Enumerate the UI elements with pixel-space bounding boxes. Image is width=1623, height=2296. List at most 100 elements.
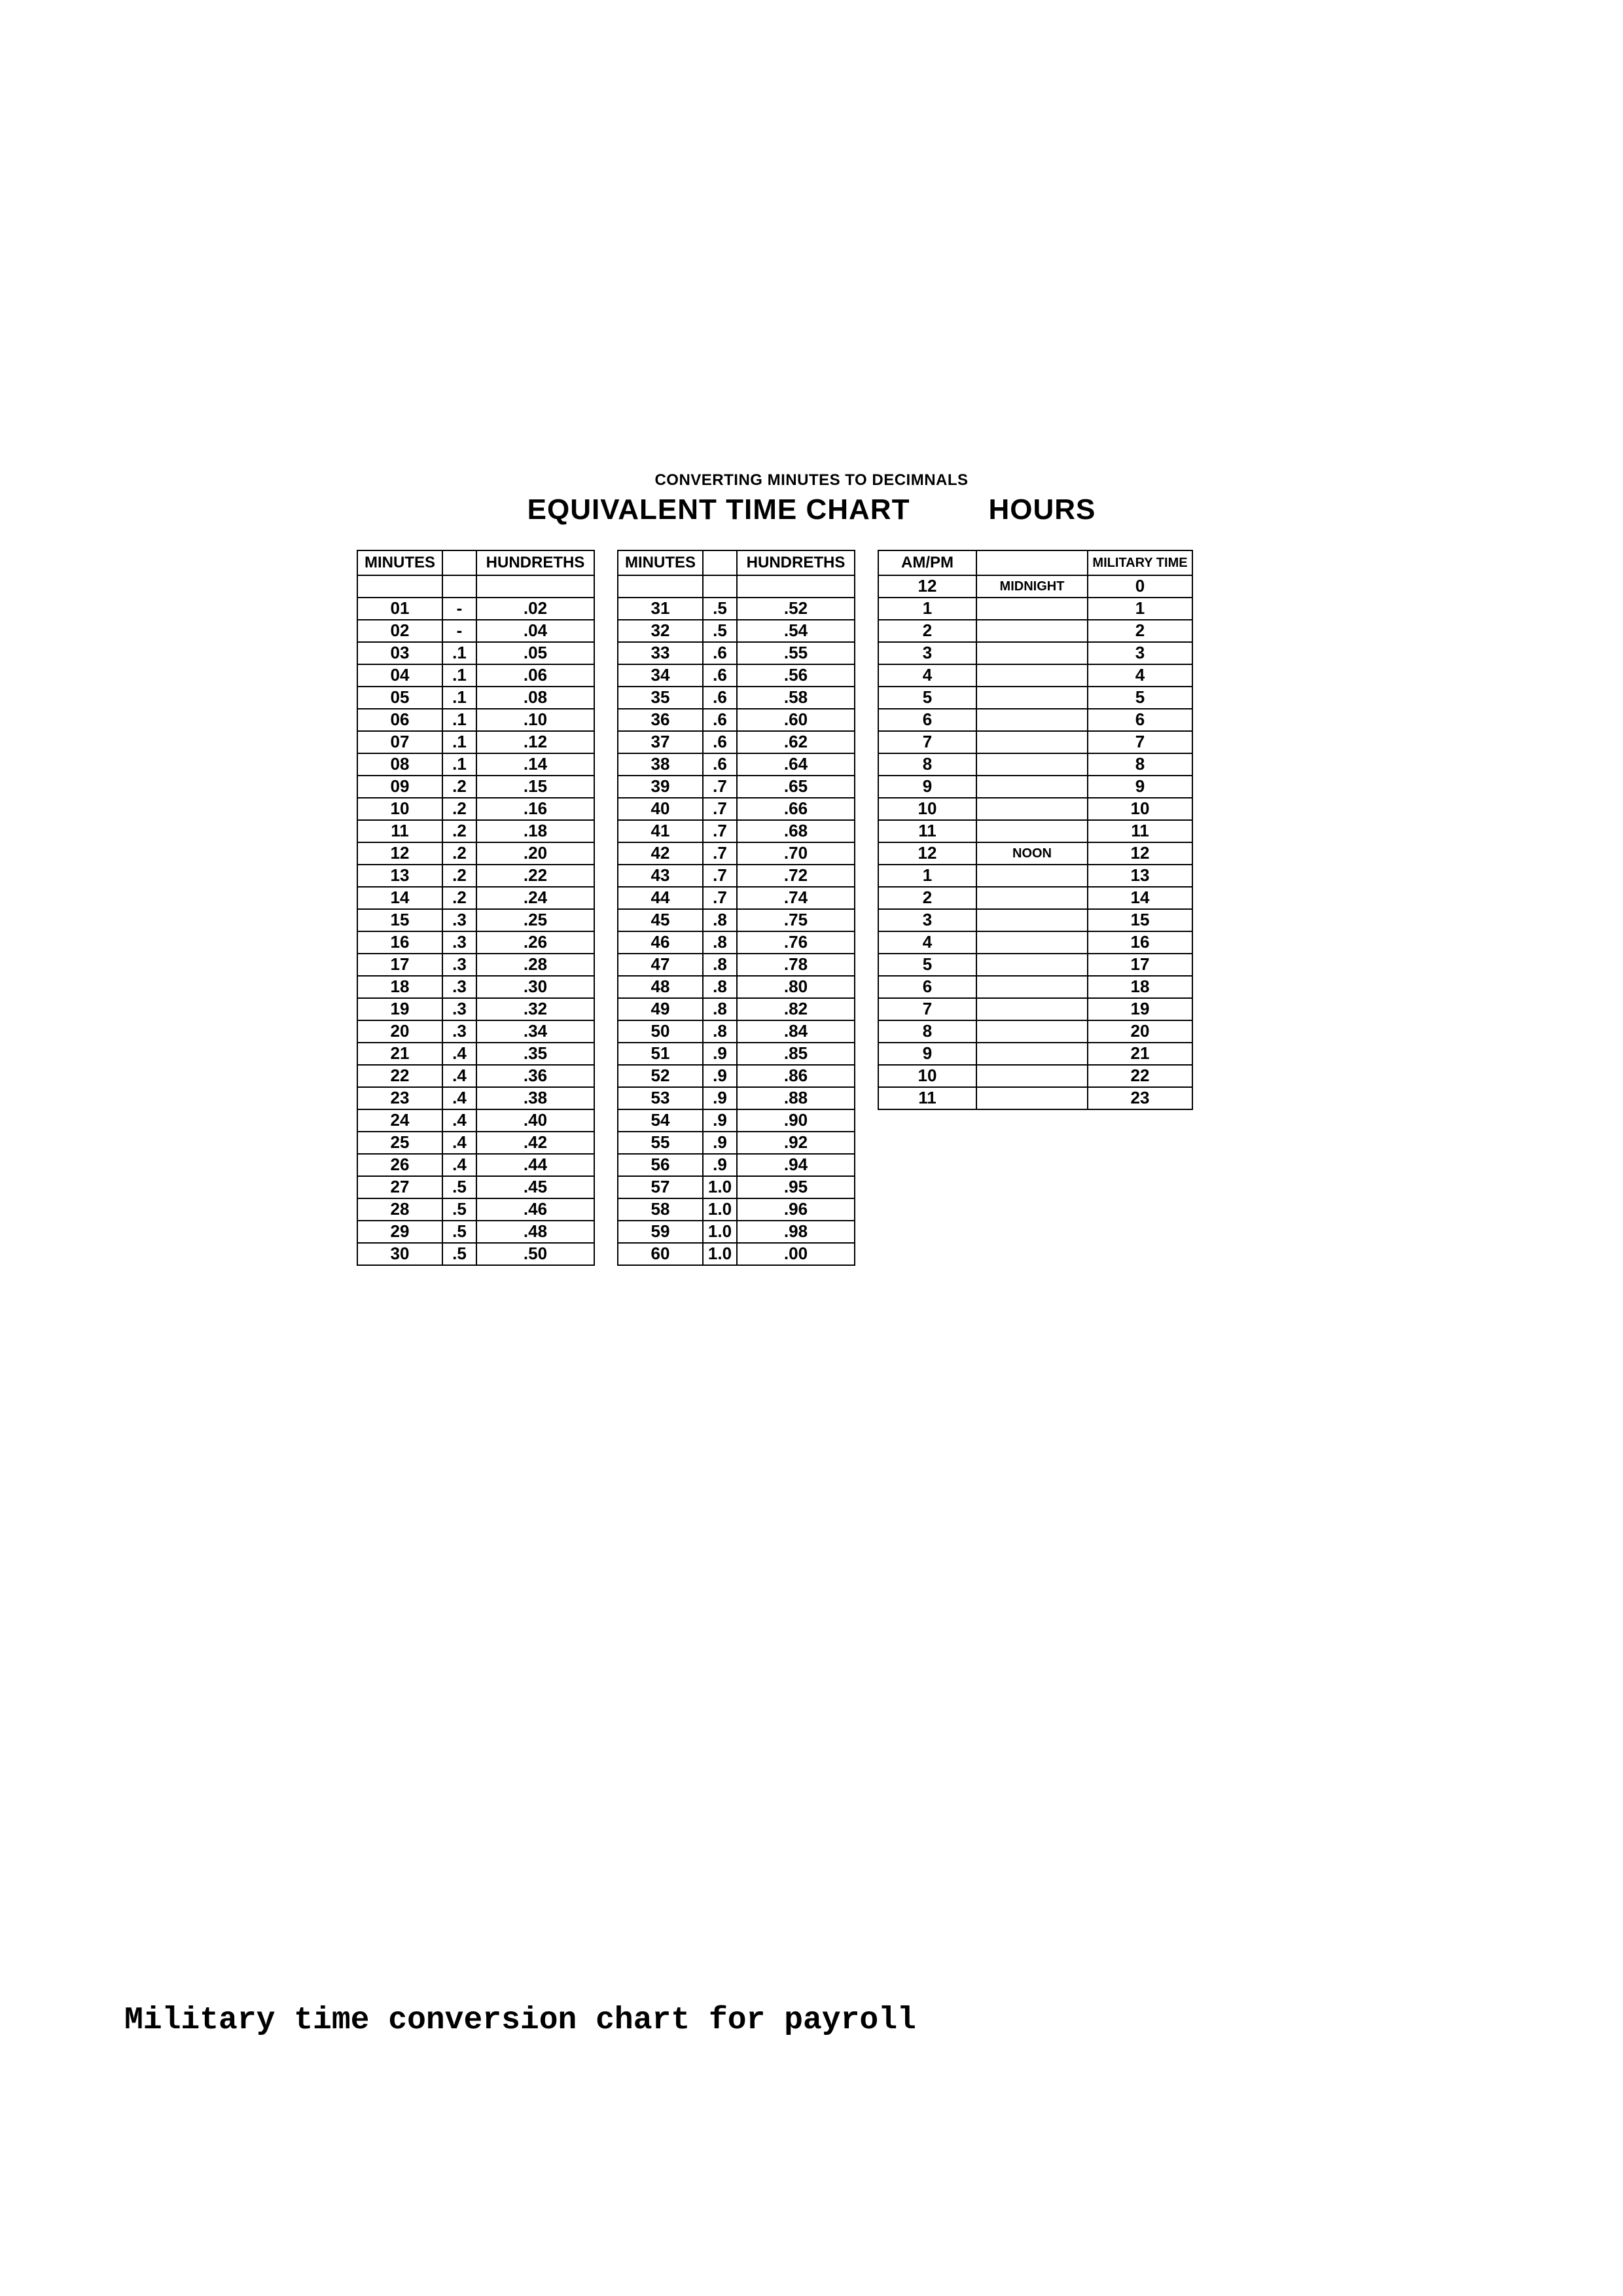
tenth-cell: .6	[703, 687, 737, 709]
tenth-cell: .9	[703, 1132, 737, 1154]
table-row: 214	[878, 887, 1192, 909]
table-row: 39.7.65	[618, 776, 855, 798]
military-cell: 9	[1088, 776, 1192, 798]
table-row: 56.9.94	[618, 1154, 855, 1176]
col-header-hundreths: HUNDRETHS	[737, 550, 855, 575]
table-row: 719	[878, 998, 1192, 1020]
tenth-cell: .8	[703, 976, 737, 998]
note-cell	[976, 909, 1088, 931]
table-row: 113	[878, 865, 1192, 887]
table-row: 11.2.18	[357, 820, 594, 842]
minutes-cell: 32	[618, 620, 703, 642]
tenth-cell: .7	[703, 865, 737, 887]
hundreths-cell: .20	[476, 842, 594, 865]
tables-row: MINUTES HUNDRETHS 01-.0202-.0403.1.0504.…	[357, 550, 1266, 1266]
note-cell	[976, 976, 1088, 998]
tenth-cell: .4	[442, 1043, 476, 1065]
tenth-cell: .6	[703, 709, 737, 731]
military-cell: 10	[1088, 798, 1192, 820]
tenth-cell: .8	[703, 998, 737, 1020]
table-row: 32.5.54	[618, 620, 855, 642]
hundreths-cell: .22	[476, 865, 594, 887]
minutes-cell: 31	[618, 598, 703, 620]
ampm-cell: 7	[878, 998, 976, 1020]
military-cell: 14	[1088, 887, 1192, 909]
tenth-cell: .9	[703, 1065, 737, 1087]
table-row: 40.7.66	[618, 798, 855, 820]
tenth-cell: .5	[703, 620, 737, 642]
minutes-cell: 01	[357, 598, 442, 620]
note-cell	[976, 642, 1088, 664]
minutes-cell: 13	[357, 865, 442, 887]
col-header-ampm: AM/PM	[878, 550, 976, 575]
minutes-cell: 48	[618, 976, 703, 998]
hundreths-cell: .00	[737, 1243, 855, 1265]
hundreths-cell: .05	[476, 642, 594, 664]
table-row: 09.2.15	[357, 776, 594, 798]
military-cell: 6	[1088, 709, 1192, 731]
military-cell: 0	[1088, 575, 1192, 598]
table-row: 44	[878, 664, 1192, 687]
table-row: 34.6.56	[618, 664, 855, 687]
hundreths-cell: .84	[737, 1020, 855, 1043]
military-cell: 4	[1088, 664, 1192, 687]
tenth-cell: .1	[442, 753, 476, 776]
tenth-cell: .1	[442, 642, 476, 664]
table-row: 31.5.52	[618, 598, 855, 620]
table-row: 12MIDNIGHT0	[878, 575, 1192, 598]
table-row: 48.8.80	[618, 976, 855, 998]
tenth-cell: .9	[703, 1154, 737, 1176]
tenth-cell: 1.0	[703, 1221, 737, 1243]
tenth-cell: .3	[442, 1020, 476, 1043]
military-cell: 3	[1088, 642, 1192, 664]
hundreths-cell: .70	[737, 842, 855, 865]
table-row: 03.1.05	[357, 642, 594, 664]
table-row: 1022	[878, 1065, 1192, 1087]
minutes-table-left: MINUTES HUNDRETHS 01-.0202-.0403.1.0504.…	[357, 550, 595, 1266]
table-row: 22	[878, 620, 1192, 642]
minutes-cell: 37	[618, 731, 703, 753]
table-row: 35.6.58	[618, 687, 855, 709]
hundreths-cell: .10	[476, 709, 594, 731]
title-row: EQUIVALENT TIME CHART HOURS	[357, 493, 1266, 526]
hundreths-cell: .66	[737, 798, 855, 820]
table-row: 50.8.84	[618, 1020, 855, 1043]
military-cell: 21	[1088, 1043, 1192, 1065]
hundreths-cell: .50	[476, 1243, 594, 1265]
table-row: 47.8.78	[618, 954, 855, 976]
table-row: 27.5.45	[357, 1176, 594, 1198]
tenth-cell: .3	[442, 931, 476, 954]
table-row: 1010	[878, 798, 1192, 820]
table-row: 41.7.68	[618, 820, 855, 842]
minutes-cell: 38	[618, 753, 703, 776]
hundreths-cell: .92	[737, 1132, 855, 1154]
hundreths-cell: .38	[476, 1087, 594, 1109]
hundreths-cell: .88	[737, 1087, 855, 1109]
minutes-cell: 15	[357, 909, 442, 931]
table-row: 26.4.44	[357, 1154, 594, 1176]
military-cell: 20	[1088, 1020, 1192, 1043]
chart-region: CONVERTING MINUTES TO DECIMNALS EQUIVALE…	[357, 471, 1266, 1266]
minutes-cell: 21	[357, 1043, 442, 1065]
hundreths-cell: .36	[476, 1065, 594, 1087]
ampm-cell: 3	[878, 642, 976, 664]
military-cell: 11	[1088, 820, 1192, 842]
table-row: 23.4.38	[357, 1087, 594, 1109]
table-row: 37.6.62	[618, 731, 855, 753]
table-row: 24.4.40	[357, 1109, 594, 1132]
table-row: 601.0.00	[618, 1243, 855, 1265]
hundreths-cell: .62	[737, 731, 855, 753]
chart-subtitle: CONVERTING MINUTES TO DECIMNALS	[357, 471, 1266, 490]
table-row: 10.2.16	[357, 798, 594, 820]
hundreths-cell: .40	[476, 1109, 594, 1132]
military-cell: 23	[1088, 1087, 1192, 1109]
hundreths-cell: .76	[737, 931, 855, 954]
ampm-cell: 4	[878, 931, 976, 954]
ampm-cell: 1	[878, 598, 976, 620]
table-row: 28.5.46	[357, 1198, 594, 1221]
tenth-cell: -	[442, 620, 476, 642]
note-cell	[976, 753, 1088, 776]
tenth-cell: .7	[703, 798, 737, 820]
ampm-cell: 3	[878, 909, 976, 931]
tenth-cell: .2	[442, 798, 476, 820]
